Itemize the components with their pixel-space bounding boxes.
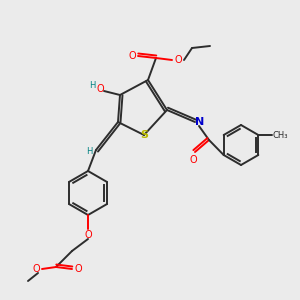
- Text: CH₃: CH₃: [273, 130, 288, 140]
- Text: O: O: [74, 264, 82, 274]
- Text: H: H: [89, 80, 95, 89]
- Text: O: O: [189, 155, 197, 165]
- Text: S: S: [140, 130, 148, 140]
- Text: N: N: [195, 117, 205, 127]
- Text: O: O: [32, 264, 40, 274]
- Text: H: H: [86, 148, 92, 157]
- Text: O: O: [84, 230, 92, 240]
- Text: O: O: [174, 55, 182, 65]
- Text: O: O: [96, 84, 104, 94]
- Text: O: O: [128, 51, 136, 61]
